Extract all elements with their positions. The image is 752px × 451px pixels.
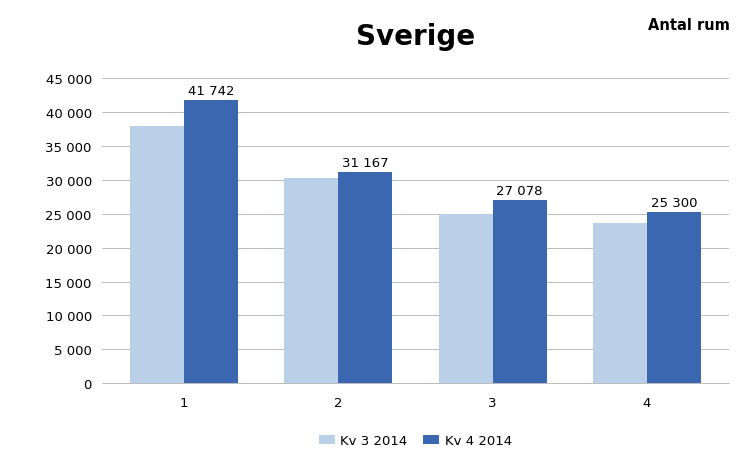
Bar xyxy=(593,223,647,383)
Text: 25 300: 25 300 xyxy=(650,197,697,209)
Bar xyxy=(184,101,238,383)
Bar xyxy=(130,126,184,383)
Bar xyxy=(493,200,547,383)
Bar xyxy=(284,178,338,383)
Bar xyxy=(438,214,493,383)
Title: Sverige: Sverige xyxy=(356,23,475,51)
Text: 31 167: 31 167 xyxy=(342,157,389,170)
Text: Antal rum: Antal rum xyxy=(647,18,729,32)
Bar xyxy=(338,172,393,383)
Bar xyxy=(647,212,701,383)
Text: 41 742: 41 742 xyxy=(188,85,235,98)
Text: 27 078: 27 078 xyxy=(496,184,543,198)
Legend: Kv 3 2014, Kv 4 2014: Kv 3 2014, Kv 4 2014 xyxy=(314,429,517,451)
